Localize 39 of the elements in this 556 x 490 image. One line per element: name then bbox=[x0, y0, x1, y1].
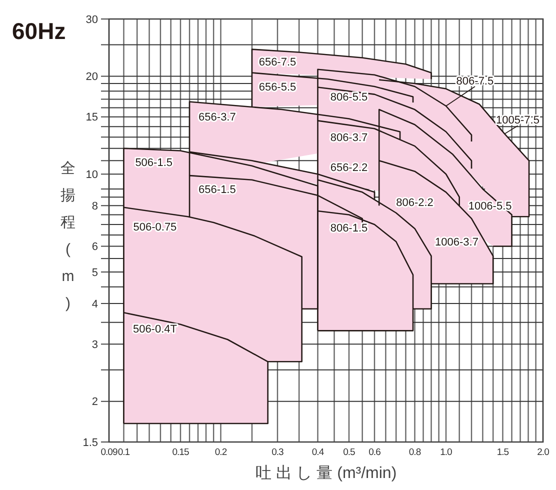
x-tick-label: 0.09 bbox=[100, 447, 118, 458]
series-label: 656-5.5 bbox=[258, 81, 296, 94]
y-tick-label: 10 bbox=[86, 168, 98, 181]
y-tick-label: 2 bbox=[92, 396, 98, 408]
series-label: 656-3.7 bbox=[198, 112, 236, 124]
series-label: 656-7.5 bbox=[258, 56, 296, 68]
x-tick-label: 1.0 bbox=[440, 447, 452, 458]
series-label: 656-1.5 bbox=[198, 184, 236, 196]
y-tick-label: 20 bbox=[86, 71, 98, 84]
series-label: 506-1.5 bbox=[135, 156, 173, 169]
x-tick-label: 0.15 bbox=[172, 447, 189, 458]
y-tick-label: 5 bbox=[92, 266, 98, 279]
series-label: 1006-3.7 bbox=[435, 236, 478, 248]
series-label: 806-1.5 bbox=[330, 222, 368, 234]
x-tick-label: 0.8 bbox=[408, 447, 421, 458]
y-axis-title: 全揚程(m) bbox=[60, 160, 76, 312]
chart-title: 60Hz bbox=[12, 18, 66, 44]
x-axis-title: 吐 出 し 量 (m³/min) bbox=[255, 464, 397, 482]
y-tick-label: 30 bbox=[86, 14, 98, 26]
x-tick-label: 2.0 bbox=[537, 447, 550, 458]
y-tick-label: 3 bbox=[92, 338, 98, 351]
x-tick-label: 0.2 bbox=[214, 447, 227, 458]
y-tick-label: 6 bbox=[92, 241, 98, 254]
x-tick-label: 1.5 bbox=[496, 447, 509, 458]
series-label: 506-0.4T bbox=[132, 323, 178, 336]
x-tick-label: 0.6 bbox=[368, 447, 381, 458]
series-label: 806-5.5 bbox=[330, 92, 368, 104]
y-tick-label: 15 bbox=[86, 112, 98, 124]
series-label: 806-2.2 bbox=[396, 196, 434, 209]
y-tick-label: 8 bbox=[92, 200, 98, 212]
x-tick-label: 0.5 bbox=[343, 447, 356, 458]
y-tick-label: 4 bbox=[92, 298, 98, 310]
series-label: 806-3.7 bbox=[330, 132, 368, 144]
x-tick-label: 0.3 bbox=[272, 447, 284, 458]
x-tick-label: 0.4 bbox=[312, 447, 324, 458]
y-tick-label: 1.5 bbox=[82, 436, 98, 449]
x-tick-label: 0.1 bbox=[118, 447, 130, 458]
series-label: 506-0.75 bbox=[133, 221, 177, 234]
series-label: 656-2.2 bbox=[330, 162, 368, 174]
